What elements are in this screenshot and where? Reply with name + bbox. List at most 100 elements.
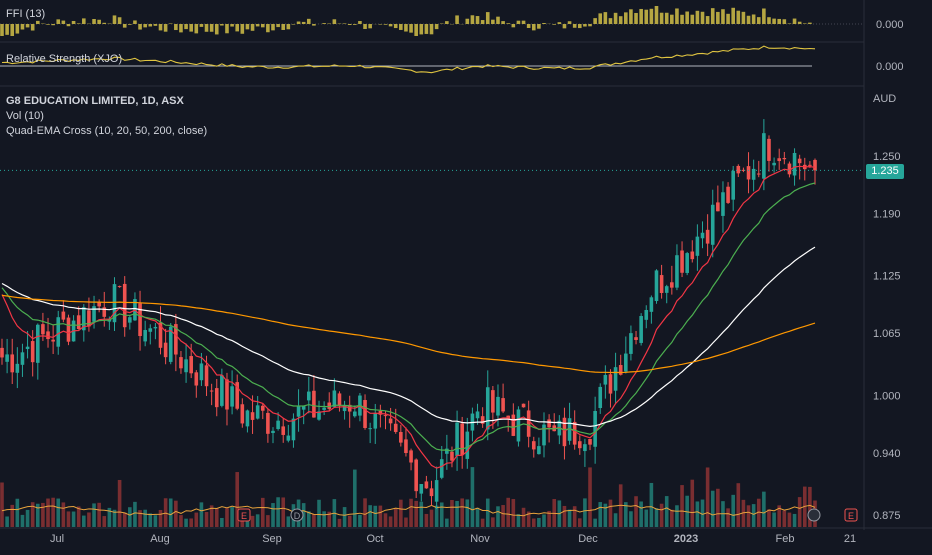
volume-bar bbox=[281, 497, 285, 527]
ffi-bar bbox=[644, 10, 648, 24]
symbol-title[interactable]: G8 EDUCATION LIMITED, 1D, ASX bbox=[6, 95, 184, 107]
candle-body bbox=[573, 422, 577, 445]
ffi-bar bbox=[343, 23, 347, 24]
candle-body bbox=[783, 158, 787, 159]
candle-body bbox=[404, 439, 408, 453]
ffi-bar bbox=[685, 12, 689, 24]
candle-body bbox=[476, 411, 480, 418]
candle-body bbox=[721, 192, 725, 216]
volume-bar bbox=[578, 518, 582, 527]
volume-bar bbox=[404, 518, 408, 527]
volume-bar bbox=[731, 495, 735, 527]
candle-body bbox=[706, 230, 710, 244]
volume-bar bbox=[179, 515, 183, 527]
volume-bar bbox=[312, 514, 316, 527]
volume-bar bbox=[389, 516, 393, 527]
candle-body bbox=[731, 171, 735, 200]
candle-body bbox=[368, 428, 372, 429]
ffi-bar bbox=[614, 13, 618, 24]
volume-bar bbox=[762, 492, 766, 527]
volume-bar bbox=[798, 497, 802, 527]
candle-body bbox=[179, 357, 183, 368]
price-tick-label: 1.125 bbox=[873, 271, 901, 283]
ffi-bar bbox=[21, 24, 25, 30]
candle-body bbox=[62, 312, 66, 320]
ffi-bar bbox=[133, 20, 137, 24]
candle-body bbox=[655, 270, 659, 301]
candle-body bbox=[16, 364, 20, 373]
volume-bar bbox=[501, 505, 505, 527]
candle-body bbox=[154, 327, 158, 328]
time-tick-label: Oct bbox=[366, 533, 383, 545]
volume-bar bbox=[450, 500, 454, 527]
ffi-bar bbox=[655, 6, 659, 24]
volume-bar bbox=[532, 519, 536, 527]
ffi-bar bbox=[578, 24, 582, 28]
ffi-bar bbox=[394, 24, 398, 28]
ffi-bar bbox=[527, 24, 531, 28]
price-tick-label: 1.190 bbox=[873, 208, 901, 220]
volume-bar bbox=[148, 513, 152, 527]
volume-bar bbox=[506, 498, 510, 527]
ffi-bar bbox=[215, 24, 219, 34]
volume-bar bbox=[205, 512, 209, 527]
volume-bar bbox=[491, 517, 495, 527]
ffi-bar bbox=[772, 19, 776, 24]
volume-bar bbox=[476, 508, 480, 527]
ffi-bar bbox=[297, 22, 301, 24]
volume-bar bbox=[711, 491, 715, 527]
candle-body bbox=[373, 413, 377, 429]
candle-body bbox=[200, 363, 204, 380]
candle-body bbox=[414, 460, 418, 492]
ffi-bar bbox=[46, 24, 50, 25]
ffi-bar bbox=[169, 23, 173, 24]
volume-bar bbox=[808, 487, 812, 527]
ffi-bar bbox=[333, 19, 337, 24]
ffi-bar bbox=[788, 23, 792, 24]
candle-body bbox=[624, 354, 628, 372]
candle-body bbox=[46, 331, 50, 339]
time-tick-label: 2023 bbox=[674, 533, 698, 545]
ffi-bar bbox=[189, 24, 193, 32]
candle-body bbox=[302, 406, 306, 410]
candle-body bbox=[210, 391, 214, 392]
ffi-bar bbox=[389, 24, 393, 26]
ffi-bar bbox=[307, 19, 311, 24]
volume-indicator-label[interactable]: Vol (10) bbox=[6, 110, 44, 122]
candle-body bbox=[118, 286, 122, 287]
ffi-bar bbox=[803, 23, 807, 24]
time-tick-label: Dec bbox=[578, 533, 598, 545]
ffi-bar bbox=[506, 23, 510, 24]
volume-bar bbox=[143, 510, 147, 527]
volume-bar bbox=[414, 501, 418, 527]
volume-bar bbox=[220, 518, 224, 527]
ema-indicator-label[interactable]: Quad-EMA Cross (10, 20, 50, 200, close) bbox=[6, 125, 207, 137]
candle-body bbox=[333, 390, 337, 406]
candle-body bbox=[772, 163, 776, 165]
candle-body bbox=[246, 410, 250, 426]
ffi-bar bbox=[634, 13, 638, 24]
ffi-bar bbox=[16, 24, 20, 34]
candle-body bbox=[563, 418, 567, 446]
candle-body bbox=[164, 343, 168, 357]
volume-bar bbox=[82, 516, 86, 527]
candle-body bbox=[51, 340, 55, 342]
candle-body bbox=[711, 205, 715, 245]
candle-body bbox=[353, 412, 357, 417]
volume-bar bbox=[573, 506, 577, 527]
candle-body bbox=[450, 452, 454, 461]
ffi-bar bbox=[660, 13, 664, 24]
candle-body bbox=[21, 352, 25, 364]
volume-bar bbox=[128, 507, 132, 527]
volume-bar bbox=[51, 498, 55, 527]
candle-body bbox=[41, 324, 45, 334]
volume-bar bbox=[67, 511, 71, 527]
time-tick-label: Jul bbox=[50, 533, 64, 545]
ffi-bar bbox=[537, 24, 541, 29]
volume-bar bbox=[629, 511, 633, 527]
volume-bar bbox=[522, 508, 526, 527]
volume-bar bbox=[644, 510, 648, 527]
volume-bar bbox=[471, 467, 475, 527]
